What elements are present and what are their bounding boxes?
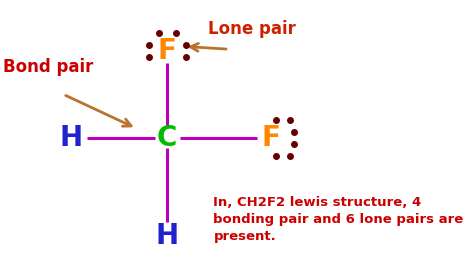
Text: Bond pair: Bond pair (3, 58, 93, 76)
Text: F: F (158, 36, 177, 65)
Text: F: F (262, 124, 281, 152)
Text: C: C (157, 124, 177, 152)
Text: Lone pair: Lone pair (208, 20, 296, 38)
Text: H: H (155, 222, 179, 250)
Text: H: H (59, 124, 82, 152)
Text: In, CH2F2 lewis structure, 4
bonding pair and 6 lone pairs are
present.: In, CH2F2 lewis structure, 4 bonding pai… (213, 197, 464, 243)
